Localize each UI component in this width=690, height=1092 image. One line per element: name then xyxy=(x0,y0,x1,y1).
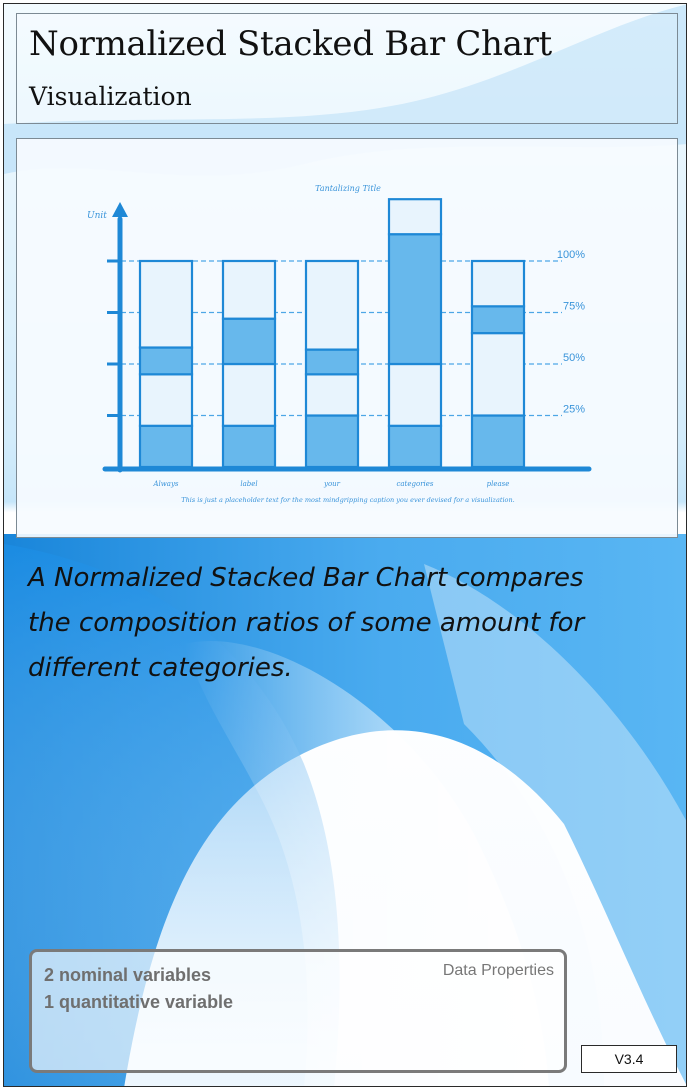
chart-bar-segment xyxy=(387,198,443,236)
chart-description: A Normalized Stacked Bar Chart compares … xyxy=(28,563,585,683)
chart-x-tick-label: your xyxy=(323,480,341,488)
data-properties-box: Data Properties 2 nominal variables 1 qu… xyxy=(29,949,567,1073)
chart-bar-segment xyxy=(304,373,360,417)
chart-y-tick-label: 100% xyxy=(557,249,585,261)
chart-bar-segment xyxy=(387,233,443,366)
chart-bar-segment xyxy=(138,373,194,427)
data-property-item: 1 quantitative variable xyxy=(44,992,234,1012)
chart-x-tick-label: label xyxy=(240,480,257,488)
chart-bar-segment xyxy=(221,424,277,469)
chart-bar-segment xyxy=(470,259,526,308)
chart-bar-segment xyxy=(304,348,360,376)
chart-bar-segment xyxy=(221,259,277,320)
data-properties-list: 2 nominal variables 1 quantitative varia… xyxy=(44,962,233,1016)
page-title: Normalized Stacked Bar Chart xyxy=(29,24,552,64)
chart-y-axis-arrow xyxy=(112,202,128,217)
stacked-bar-chart: Tantalizing Title Unit This is just a pl… xyxy=(87,184,592,504)
chart-bar-segment xyxy=(387,362,443,427)
chart-bar-segment xyxy=(470,332,526,417)
version-badge: V3.4 xyxy=(581,1045,677,1073)
chart-axes xyxy=(102,202,592,473)
chart-y-tick-label: 75% xyxy=(563,301,585,313)
chart-labels: 25% 50% 75% 100% Always label your categories pl… xyxy=(152,249,585,488)
chart-bar-segment xyxy=(470,305,526,335)
chart-bar-segment xyxy=(138,259,194,349)
version-label: V3.4 xyxy=(614,1051,644,1067)
infographic-card: Normalized Stacked Bar Chart Visualizati… xyxy=(3,3,687,1087)
chart-bar-segment xyxy=(304,259,360,351)
title-box: Normalized Stacked Bar Chart Visualizati… xyxy=(16,13,678,124)
page-subtitle: Visualization xyxy=(29,82,192,111)
data-property-item: 2 nominal variables xyxy=(44,965,212,985)
chart-bar-segment xyxy=(304,414,360,469)
data-properties-label: Data Properties xyxy=(442,962,554,979)
chart-title: Tantalizing Title xyxy=(315,184,381,193)
chart-panel: Tantalizing Title Unit This is just a pl… xyxy=(16,138,678,538)
chart-y-axis-label: Unit xyxy=(87,211,107,221)
chart-bar-segment xyxy=(138,346,194,376)
chart-bar-segment xyxy=(221,362,277,427)
chart-x-tick-label: Always xyxy=(152,480,178,488)
chart-bars xyxy=(138,198,526,469)
chart-bar-segment xyxy=(221,317,277,366)
chart-bar-segment xyxy=(470,414,526,469)
chart-caption: This is just a placeholder text for the … xyxy=(181,496,514,504)
chart-y-tick-label: 25% xyxy=(563,404,585,416)
chart-x-tick-label: categories xyxy=(396,480,433,488)
chart-bar-segment xyxy=(387,424,443,469)
chart-y-tick-label: 50% xyxy=(563,352,585,364)
chart-bar-segment xyxy=(138,424,194,469)
chart-x-tick-label: please xyxy=(487,480,510,488)
